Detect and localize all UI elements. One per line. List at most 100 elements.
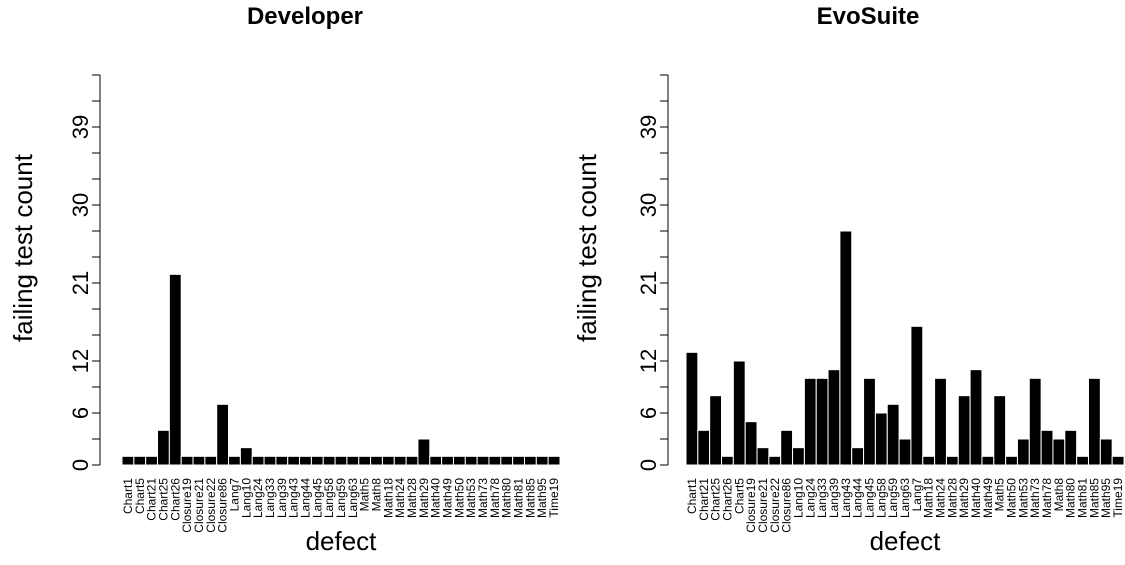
x-tick-label: Lang39 — [275, 478, 289, 518]
x-tick-label: Lang10 — [239, 478, 253, 518]
x-tick-label: Lang33 — [815, 478, 829, 518]
x-tick-label: Math5 — [993, 478, 1007, 512]
bar — [1028, 377, 1042, 466]
y-axis-title: failing test count — [8, 153, 38, 342]
bar — [358, 455, 372, 466]
bar — [685, 351, 699, 466]
bar — [981, 455, 995, 466]
x-tick-label: Chart25 — [709, 478, 723, 521]
x-tick-label: Time19 — [547, 478, 561, 518]
y-tick-label: 30 — [636, 193, 661, 217]
x-tick-label: Math29 — [957, 478, 971, 518]
x-tick-label: Math53 — [1016, 478, 1030, 518]
x-tick-label: Lang24 — [251, 478, 265, 518]
x-axis-title: defect — [870, 526, 942, 556]
y-tick-label: 6 — [68, 407, 93, 419]
bar — [957, 395, 971, 466]
x-tick-label: Math28 — [945, 478, 959, 518]
x-tick-label: Math50 — [1005, 478, 1019, 518]
bar — [827, 369, 841, 466]
bar — [322, 455, 336, 466]
x-tick-label: Lang10 — [791, 478, 805, 518]
y-tick-label: 21 — [68, 271, 93, 295]
y-tick-label: 12 — [636, 349, 661, 373]
bar — [744, 421, 758, 466]
bar — [417, 438, 431, 466]
x-tick-label: Math85 — [1087, 478, 1101, 518]
bar — [168, 273, 182, 466]
bar — [523, 455, 537, 466]
x-tick-label: Math80 — [500, 478, 514, 518]
x-tick-label: Closure21 — [192, 478, 206, 533]
bar — [476, 455, 490, 466]
bar — [133, 455, 147, 466]
x-tick-label: Lang63 — [898, 478, 912, 518]
x-tick-label: Lang7 — [910, 478, 924, 512]
bar — [204, 455, 218, 466]
bar — [815, 377, 829, 466]
bar — [157, 429, 170, 466]
x-tick-label: Time19 — [1111, 478, 1125, 518]
x-tick-label: Lang44 — [298, 478, 312, 518]
bar — [310, 455, 324, 466]
y-tick-label: 6 — [636, 407, 661, 419]
x-tick-label: Math81 — [1076, 478, 1090, 518]
bar — [547, 455, 561, 466]
bar — [239, 447, 253, 466]
bar — [334, 455, 348, 466]
x-tick-label: Lang33 — [263, 478, 277, 518]
bar — [768, 455, 782, 466]
bar — [1076, 455, 1089, 466]
y-tick-label: 12 — [68, 349, 93, 373]
x-tick-label: Math80 — [1064, 478, 1078, 518]
x-tick-label: Math73 — [1028, 478, 1042, 518]
bar — [180, 455, 194, 466]
bar — [192, 455, 206, 466]
x-tick-label: Math8 — [1052, 478, 1066, 512]
bar — [251, 455, 265, 466]
bar — [405, 455, 419, 466]
x-tick-label: Math24 — [393, 478, 407, 518]
x-tick-label: Math73 — [476, 478, 490, 518]
x-tick-label: Chart26 — [720, 478, 734, 521]
bar — [934, 377, 947, 466]
x-tick-label: Closure19 — [180, 478, 194, 533]
y-tick-label: 21 — [636, 271, 661, 295]
x-tick-label: Math40 — [429, 478, 443, 518]
bar — [863, 377, 876, 466]
bar — [370, 455, 383, 466]
bar — [756, 447, 770, 466]
bar — [910, 325, 924, 466]
x-tick-label: Math49 — [981, 478, 995, 518]
bar — [488, 455, 502, 466]
x-tick-label: Chart21 — [145, 478, 159, 521]
bar — [1005, 455, 1018, 466]
x-tick-label: Math50 — [452, 478, 466, 518]
x-tick-label: Lang7 — [227, 478, 241, 512]
x-tick-label: Lang63 — [346, 478, 360, 518]
x-tick-label: Closure86 — [780, 478, 794, 533]
bar — [429, 455, 443, 466]
x-tick-label: Lang58 — [322, 478, 336, 518]
x-tick-label: Chart1 — [685, 478, 699, 514]
bar — [464, 455, 478, 466]
bar — [1052, 438, 1066, 466]
bar — [709, 395, 723, 466]
x-tick-label: Lang43 — [839, 478, 853, 518]
y-tick-label: 30 — [68, 193, 93, 217]
x-tick-label: Closure19 — [744, 478, 758, 533]
bar — [228, 455, 241, 466]
bar — [346, 455, 360, 466]
y-tick-label: 0 — [68, 459, 93, 471]
x-tick-label: Math95 — [535, 478, 549, 518]
x-tick-label: Math28 — [405, 478, 419, 518]
bar — [732, 360, 746, 466]
bar — [969, 369, 983, 466]
x-tick-label: Math8 — [370, 478, 384, 512]
y-tick-label: 39 — [68, 115, 93, 139]
bar — [381, 455, 395, 466]
chart-title: EvoSuite — [817, 3, 920, 30]
x-tick-label: Math85 — [523, 478, 537, 518]
bar — [452, 455, 466, 466]
x-tick-label: Chart5 — [732, 478, 746, 514]
